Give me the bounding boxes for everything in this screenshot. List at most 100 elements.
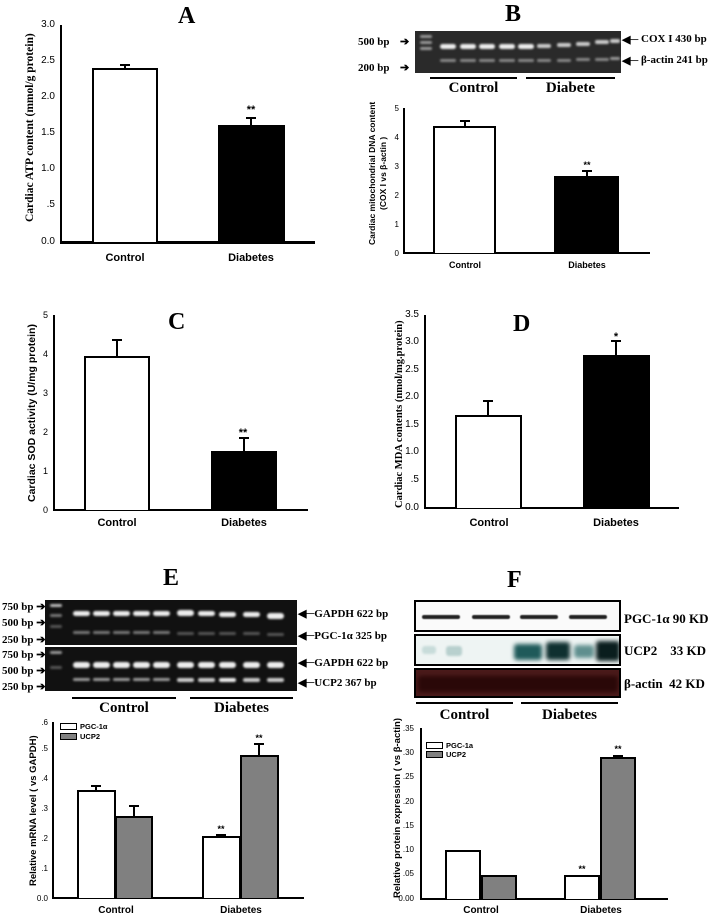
label-beta-actin: β-actin 241 bp — [641, 54, 708, 66]
x-label-diabetes: Diabetes — [580, 905, 622, 916]
y-tick: 3.0 — [41, 19, 55, 30]
panel-letter-e: E — [163, 565, 180, 591]
error-cap — [613, 755, 623, 757]
y-tick: 3.5 — [405, 309, 419, 320]
y-tick: 1.5 — [41, 127, 55, 138]
y-tick: 1 — [394, 220, 399, 229]
bar-control-b — [433, 126, 496, 253]
significance-marker: * — [613, 331, 619, 343]
significance-marker: ** — [583, 160, 591, 170]
error-cap — [112, 339, 122, 341]
bar-diabetes-a — [218, 125, 285, 242]
significance-marker: ** — [217, 824, 225, 834]
gel-image-e-top — [45, 600, 297, 645]
label-ucp2-33kd: UCP2 33 KD — [624, 643, 706, 658]
x-label-control: Control — [105, 252, 145, 264]
legend-label-pgc1a: PGC-1a — [446, 741, 474, 750]
legend-label-pgc1a: PGC-1α — [80, 722, 108, 731]
bar-control-ucp2-e — [115, 816, 153, 898]
x-label-control: Control — [449, 260, 481, 270]
significance-marker: ** — [246, 104, 256, 116]
group-label-diabetes: Diabetes — [214, 700, 269, 716]
bar-diabetes-pgc1a-f — [564, 875, 600, 899]
bar-control-d — [455, 415, 522, 508]
label-pgc1a-90kd: PGC-1α 90 KD — [624, 611, 709, 626]
label-gapdh-bottom: ◀─GAPDH 622 bp — [298, 657, 389, 669]
bar-diabetes-ucp2-e — [240, 755, 279, 898]
label-gapdh-top: ◀─GAPDH 622 bp — [298, 608, 389, 620]
y-tick: 2 — [42, 427, 48, 437]
y-axis-b — [403, 108, 405, 254]
y-tick: 1.0 — [405, 446, 419, 457]
y-tick: .30 — [402, 748, 414, 757]
gel-image-b — [415, 31, 621, 73]
error-cap — [246, 117, 256, 119]
y-tick: 3 — [394, 162, 399, 171]
bar-diabetes-ucp2-f — [600, 757, 636, 899]
x-label-control: Control — [469, 517, 509, 529]
arrow-right-icon: ➔ — [400, 36, 410, 48]
y-tick: 5 — [42, 310, 48, 320]
y-tick: .10 — [402, 845, 414, 854]
y-tick: 2.5 — [405, 364, 419, 375]
x-label-diabetes: Diabetes — [593, 517, 639, 529]
error-bar — [464, 121, 466, 127]
panel-letter-f: F — [507, 567, 522, 593]
x-label-diabetes: Diabetes — [568, 260, 606, 270]
error-cap — [216, 834, 226, 836]
x-label-diabetes: Diabetes — [228, 252, 274, 264]
blot-pgc1a — [414, 600, 621, 632]
x-label-control: Control — [98, 905, 134, 916]
marker-500bp: 500 bp ➔ — [2, 665, 46, 677]
panel-letter-d: D — [513, 311, 531, 337]
y-tick: 2.0 — [41, 91, 55, 102]
y-tick: .4 — [41, 774, 48, 783]
x-label-diabetes: Diabetes — [220, 905, 262, 916]
error-bar — [133, 805, 135, 817]
group-label-control: Control — [448, 80, 499, 96]
y-tick: 5 — [394, 104, 399, 113]
significance-marker: ** — [255, 733, 263, 743]
error-cap — [91, 785, 101, 787]
legend-label-ucp2: UCP2 — [80, 732, 101, 741]
group-label-control: Control — [439, 707, 490, 723]
label-ucp2: ◀─UCP2 367 bp — [298, 677, 377, 689]
significance-marker: ** — [578, 864, 586, 874]
x-label-control: Control — [97, 517, 137, 529]
y-tick: 4 — [42, 349, 48, 359]
group-label-diabetes: Diabete — [545, 80, 596, 96]
y-tick: .15 — [402, 821, 414, 830]
legend-swatch-pgc1a — [426, 742, 443, 749]
x-label-control: Control — [463, 905, 499, 916]
y-tick: 3 — [42, 388, 48, 398]
marker-500bp: 500 bp ➔ — [2, 617, 46, 629]
error-cap — [483, 400, 493, 402]
bar-diabetes-pgc1a-e — [202, 836, 241, 898]
significance-marker: ** — [238, 427, 248, 439]
error-bar — [250, 117, 252, 126]
y-tick: 0.0 — [36, 894, 48, 903]
error-bar — [243, 437, 245, 452]
y-axis-d — [424, 315, 426, 509]
x-axis-b — [403, 252, 650, 254]
y-tick: 2.5 — [41, 55, 55, 66]
group-label-diabetes: Diabetes — [542, 707, 597, 723]
error-cap — [582, 170, 592, 172]
arrow-right-icon: ➔ — [400, 62, 410, 74]
y-tick: .35 — [402, 724, 414, 733]
y-tick: 1 — [42, 466, 48, 476]
error-bar — [586, 170, 588, 177]
bar-control-pgc1a-f — [445, 850, 481, 899]
error-cap — [460, 120, 470, 122]
bar-control-ucp2-f — [481, 875, 517, 899]
legend-swatch-pgc1a — [60, 723, 77, 730]
y-tick: .5 — [46, 199, 55, 210]
significance-marker: ** — [614, 744, 622, 754]
error-bar — [258, 743, 260, 756]
group-line-diabetes — [526, 77, 615, 79]
y-tick: .25 — [402, 772, 414, 781]
y-tick: 1.0 — [41, 163, 55, 174]
y-axis-a — [60, 25, 62, 243]
y-axis-e — [52, 722, 54, 899]
x-axis-f — [420, 898, 668, 900]
